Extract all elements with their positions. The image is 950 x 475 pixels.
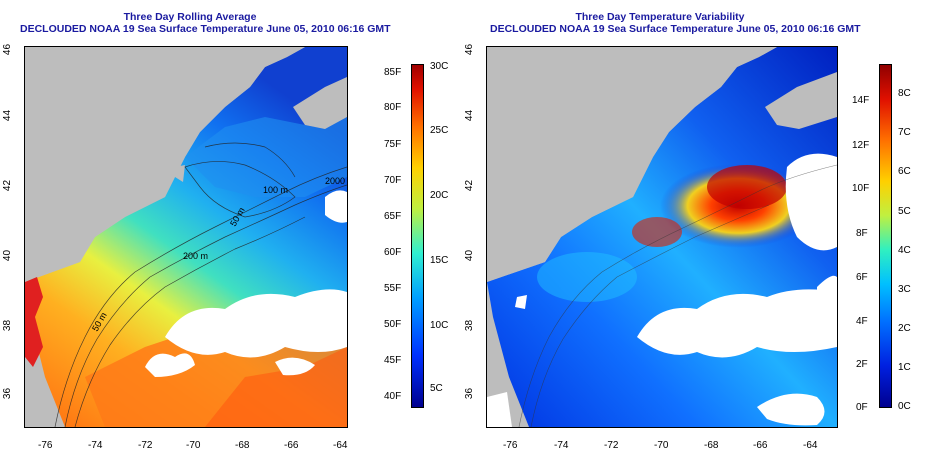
left-y-tick: 40 <box>2 249 14 262</box>
right-y-tick: 40 <box>464 249 476 262</box>
right-x-tick: -68 <box>704 440 719 451</box>
left-sst-map: 2000 m 100 m 50 m 200 m 50 m <box>24 46 348 428</box>
right-colorbar-f-label: 14F <box>852 95 870 106</box>
left-x-tick: -72 <box>138 440 153 451</box>
left-y-tick: 46 <box>2 43 14 56</box>
right-colorbar-c-label: 8C <box>898 88 911 99</box>
left-title-line1: Three Day Rolling Average <box>123 11 257 23</box>
left-colorbar-c-label: 25C <box>430 125 449 136</box>
left-colorbar-f-label: 85F <box>384 67 402 78</box>
right-colorbar-c-label: 4C <box>898 245 911 256</box>
left-colorbar-f-label: 60F <box>384 247 402 258</box>
right-y-tick: 42 <box>464 179 476 192</box>
right-map-title: Three Day Temperature Variability DECLOU… <box>490 11 861 35</box>
right-colorbar-c-label: 3C <box>898 284 911 295</box>
left-y-tick: 44 <box>2 109 14 122</box>
right-colorbar-c-label: 7C <box>898 127 911 138</box>
left-colorbar-f-label: 70F <box>384 175 402 186</box>
left-contour-label-2000m: 2000 m <box>325 176 347 186</box>
left-x-tick: -64 <box>333 440 348 451</box>
left-map-title: Three Day Rolling Average DECLOUDED NOAA… <box>20 11 391 35</box>
left-colorbar-f-label: 65F <box>384 211 402 222</box>
right-colorbar-c-label: 6C <box>898 166 911 177</box>
right-colorbar-c-label: 0C <box>898 401 911 412</box>
right-colorbar-c-label: 1C <box>898 362 911 373</box>
right-colorbar-f-label: 0F <box>856 402 868 413</box>
left-x-tick: -66 <box>284 440 299 451</box>
right-title-line2: DECLOUDED NOAA 19 Sea Surface Temperatur… <box>490 23 861 35</box>
left-contour-label-100m: 100 m <box>263 185 288 195</box>
left-colorbar-f-label: 80F <box>384 102 402 113</box>
right-colorbar-c-label: 2C <box>898 323 911 334</box>
right-variability-map <box>486 46 838 428</box>
right-x-tick: -76 <box>503 440 518 451</box>
right-colorbar-f-label: 8F <box>856 228 868 239</box>
left-temperature-colorbar <box>411 64 424 408</box>
left-contour-label-200m: 200 m <box>183 251 208 261</box>
right-colorbar-f-label: 6F <box>856 272 868 283</box>
left-colorbar-f-label: 75F <box>384 139 402 150</box>
left-colorbar-c-label: 10C <box>430 320 449 331</box>
left-x-tick: -70 <box>186 440 201 451</box>
left-colorbar-f-label: 50F <box>384 319 402 330</box>
left-colorbar-f-label: 40F <box>384 391 402 402</box>
left-colorbar-c-label: 20C <box>430 190 449 201</box>
right-x-tick: -64 <box>803 440 818 451</box>
left-x-tick: -74 <box>88 440 103 451</box>
left-colorbar-c-label: 15C <box>430 255 449 266</box>
left-y-tick: 38 <box>2 319 14 332</box>
left-title-line2: DECLOUDED NOAA 19 Sea Surface Temperatur… <box>20 23 391 35</box>
left-colorbar-f-label: 55F <box>384 283 402 294</box>
right-y-tick: 36 <box>464 387 476 400</box>
left-colorbar-c-label: 30C <box>430 61 449 72</box>
left-y-tick: 36 <box>2 387 14 400</box>
right-colorbar-f-label: 4F <box>856 316 868 327</box>
right-title-line1: Three Day Temperature Variability <box>575 11 745 23</box>
left-colorbar-c-label: 5C <box>430 383 443 394</box>
right-colorbar-c-label: 5C <box>898 206 911 217</box>
right-x-tick: -74 <box>554 440 569 451</box>
right-colorbar-f-label: 10F <box>852 183 870 194</box>
right-y-tick: 46 <box>464 43 476 56</box>
left-y-tick: 42 <box>2 179 14 192</box>
right-colorbar-f-label: 2F <box>856 359 868 370</box>
left-x-tick: -76 <box>38 440 53 451</box>
right-x-tick: -70 <box>654 440 669 451</box>
right-colorbar-f-label: 12F <box>852 140 870 151</box>
left-x-tick: -68 <box>235 440 250 451</box>
left-colorbar-f-label: 45F <box>384 355 402 366</box>
right-x-tick: -66 <box>753 440 768 451</box>
right-y-tick: 38 <box>464 319 476 332</box>
right-y-tick: 44 <box>464 109 476 122</box>
right-variability-colorbar <box>879 64 892 408</box>
right-x-tick: -72 <box>604 440 619 451</box>
